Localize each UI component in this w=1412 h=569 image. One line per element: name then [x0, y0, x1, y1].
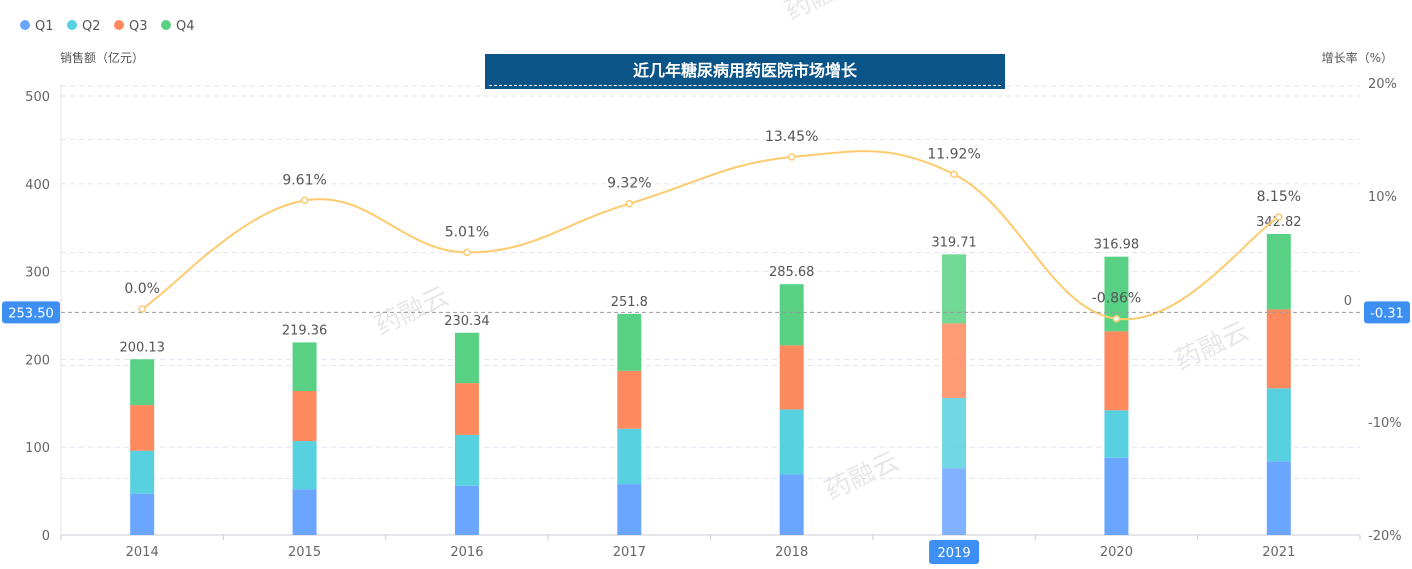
- bar-q1-2020[interactable]: [1104, 457, 1129, 535]
- y2-tick-label: 0: [1344, 294, 1352, 309]
- y-tick-label: 300: [25, 266, 50, 281]
- growth-label-2019: 11.92%: [927, 146, 980, 162]
- bar-q4-2021[interactable]: [1266, 234, 1291, 310]
- legend-label-q2[interactable]: Q2: [82, 19, 101, 34]
- bar-q3-2015[interactable]: [292, 391, 317, 442]
- bar-q2-2019[interactable]: [942, 398, 967, 469]
- legend-label-q1[interactable]: Q1: [35, 19, 54, 34]
- growth-line: [141, 150, 1280, 321]
- x-tick-label: 2017: [613, 545, 646, 560]
- total-label-2015: 219.36: [282, 323, 328, 338]
- bar-q4-2016[interactable]: [454, 332, 479, 384]
- bar-q2-2017[interactable]: [617, 428, 642, 485]
- growth-point-2018[interactable]: [787, 153, 796, 161]
- legend-label-q4[interactable]: Q4: [176, 19, 195, 34]
- y-axis-title: 销售额（亿元）: [60, 50, 144, 65]
- chart-title: 近几年糖尿病用药医院市场增长: [485, 54, 1005, 89]
- crosshair-right-value: -0.31: [1370, 306, 1404, 321]
- crosshair-right-badge: [1364, 301, 1410, 324]
- watermark: 药融云: [780, 0, 863, 26]
- bar-q2-2020[interactable]: [1104, 410, 1129, 458]
- bar-q1-2019[interactable]: [942, 468, 967, 535]
- bar-q2-2015[interactable]: [292, 441, 317, 490]
- bar-q4-2017[interactable]: [617, 313, 642, 371]
- bar-q3-2020[interactable]: [1104, 331, 1129, 411]
- crosshair-left-badge: [2, 301, 60, 324]
- x-tick-label: 2018: [775, 545, 808, 560]
- total-label-2020: 316.98: [1094, 238, 1140, 253]
- x-tick-label: 2014: [126, 545, 159, 560]
- x-tick-label: 2020: [1100, 545, 1133, 560]
- bar-q1-2014[interactable]: [130, 493, 155, 535]
- growth-point-2020[interactable]: [1112, 314, 1121, 323]
- bar-q4-2018[interactable]: [779, 284, 804, 346]
- total-label-2018: 285.68: [769, 265, 815, 280]
- growth-point-2019[interactable]: [950, 170, 958, 179]
- bar-q3-2014[interactable]: [130, 405, 155, 451]
- total-label-2016: 230.34: [444, 314, 490, 329]
- y2-tick-label: 20%: [1368, 77, 1397, 92]
- growth-point-2015[interactable]: [300, 196, 309, 205]
- watermark: 药融云: [1170, 316, 1253, 376]
- crosshair-left-value: 253.50: [8, 306, 54, 321]
- growth-point-2017[interactable]: [625, 199, 634, 208]
- y-tick-label: 500: [25, 90, 50, 105]
- bar-q3-2021[interactable]: [1266, 309, 1291, 389]
- bar-q3-2016[interactable]: [454, 383, 479, 435]
- x-tick-label: 2021: [1262, 545, 1295, 560]
- bar-q2-2016[interactable]: [454, 434, 479, 486]
- bar-q4-2014[interactable]: [130, 359, 155, 406]
- bar-q4-2015[interactable]: [292, 342, 317, 392]
- x-tick-label: 2016: [450, 545, 483, 560]
- bar-q2-2018[interactable]: [779, 409, 804, 475]
- y2-tick-label: -20%: [1368, 529, 1402, 544]
- growth-point-2021[interactable]: [1275, 213, 1283, 221]
- legend-marker-q4: [161, 20, 171, 30]
- x-highlight-badge: [929, 540, 980, 564]
- y-tick-label: 400: [25, 178, 50, 193]
- y2-tick-label: 10%: [1368, 190, 1397, 205]
- legend-marker-q1: [20, 20, 30, 30]
- growth-label-2014: 0.0%: [124, 281, 160, 297]
- bar-q3-2017[interactable]: [617, 370, 642, 429]
- watermark: 药融云: [820, 446, 903, 506]
- x-tick-label: 2019: [938, 546, 971, 561]
- y2-axis-title: 增长率（%）: [1322, 50, 1393, 65]
- growth-label-2017: 9.32%: [607, 176, 651, 192]
- total-label-2014: 200.13: [119, 340, 165, 355]
- total-label-2017: 251.8: [611, 295, 648, 310]
- growth-label-2015: 9.61%: [282, 172, 326, 188]
- y-tick-label: 0: [42, 529, 50, 544]
- bar-q2-2014[interactable]: [130, 450, 155, 494]
- x-tick-label: 2015: [288, 545, 321, 560]
- bar-q1-2015[interactable]: [292, 489, 317, 535]
- y-tick-label: 200: [25, 353, 50, 368]
- bar-q2-2021[interactable]: [1266, 388, 1291, 462]
- bar-q3-2019[interactable]: [942, 323, 967, 399]
- bar-q1-2017[interactable]: [617, 484, 642, 535]
- legend-marker-q3: [114, 20, 124, 30]
- bar-q3-2018[interactable]: [779, 345, 804, 410]
- growth-label-2016: 5.01%: [445, 224, 489, 240]
- total-label-2019: 319.71: [931, 235, 977, 250]
- y2-tick-label: -10%: [1368, 416, 1402, 431]
- watermark: 药融云: [370, 281, 453, 341]
- growth-point-2016[interactable]: [463, 248, 471, 257]
- bar-q4-2019[interactable]: [942, 254, 967, 324]
- growth-label-2020: -0.86%: [1092, 291, 1142, 307]
- bar-q1-2021[interactable]: [1266, 461, 1291, 535]
- bar-q1-2016[interactable]: [454, 485, 479, 535]
- growth-label-2021: 8.15%: [1257, 189, 1301, 205]
- y-tick-label: 100: [25, 441, 50, 456]
- growth-label-2018: 13.45%: [765, 129, 818, 145]
- legend-label-q3[interactable]: Q3: [129, 19, 148, 34]
- bar-q1-2018[interactable]: [779, 474, 804, 535]
- growth-point-2014[interactable]: [138, 305, 146, 313]
- legend-marker-q2: [67, 20, 77, 30]
